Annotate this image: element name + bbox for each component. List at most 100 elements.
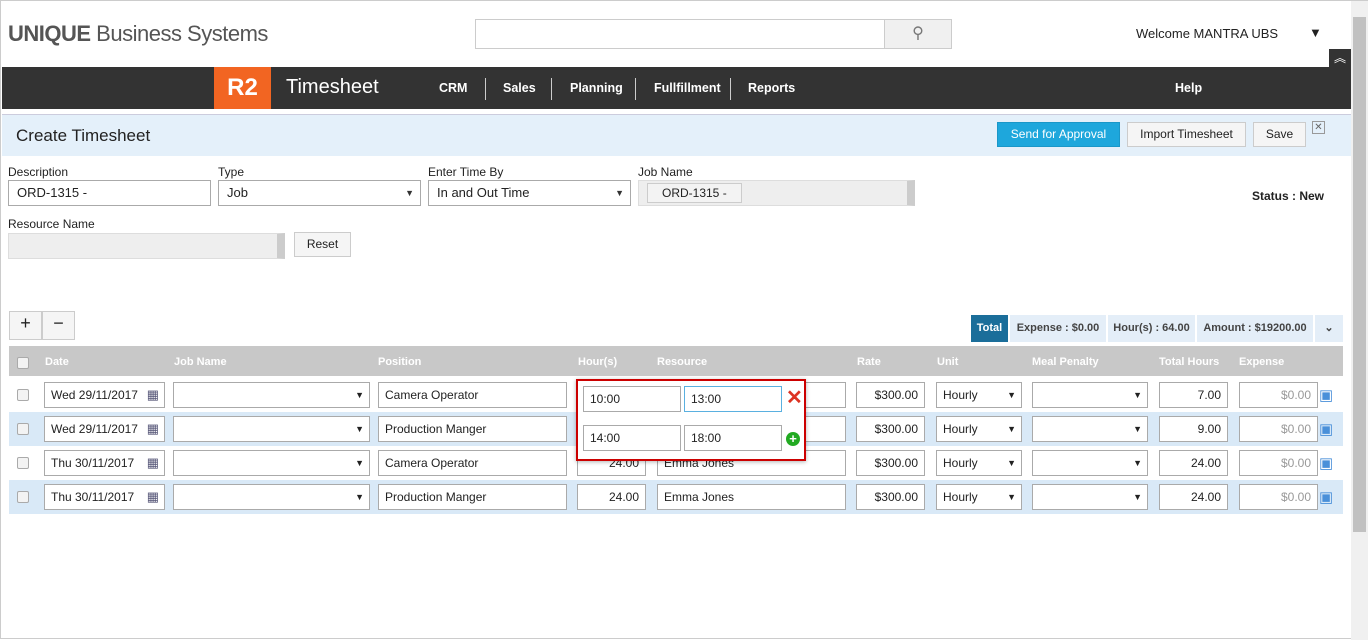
type-select[interactable]: Job (218, 180, 421, 206)
rate-input[interactable]: $300.00 (856, 484, 925, 510)
calendar-icon[interactable]: ▦ (146, 387, 159, 402)
comment-icon[interactable]: ▣ (1319, 421, 1334, 438)
total-hours-input[interactable]: 7.00 (1159, 382, 1228, 408)
description-input[interactable]: ORD-1315 - (8, 180, 211, 206)
resource-input[interactable]: Emma Jones (657, 484, 846, 510)
nav-help[interactable]: Help (1175, 81, 1203, 95)
total-hours-input-value: 7.00 (1197, 388, 1221, 402)
collapse-header-icon[interactable]: ︽ (1329, 49, 1351, 67)
remove-row-button[interactable]: − (42, 311, 75, 340)
row-checkbox[interactable] (17, 423, 29, 435)
rate-input-value: $300.00 (874, 456, 918, 470)
calendar-icon[interactable]: ▦ (146, 455, 159, 470)
job-name-select[interactable]: ▼ (173, 382, 370, 408)
in-time-input-2[interactable]: 14:00 (583, 425, 681, 451)
job-name-select[interactable]: ▼ (173, 450, 370, 476)
remove-time-icon[interactable]: ✕ (786, 387, 803, 409)
unit-select[interactable]: Hourly ▼ (936, 484, 1022, 510)
nav-planning[interactable]: Planning (570, 81, 623, 95)
meal-penalty-select[interactable]: ▼ (1032, 382, 1148, 408)
out-time-input-2[interactable]: 18:00 (684, 425, 782, 451)
dropdown-arrow-icon: ▼ (355, 390, 364, 400)
row-checkbox[interactable] (17, 457, 29, 469)
hours-input[interactable]: 24.00 (577, 484, 646, 510)
user-menu-chevron-down-icon[interactable]: ▼ (1309, 25, 1322, 40)
select-all-checkbox[interactable] (17, 357, 29, 369)
job-name-field[interactable]: ORD-1315 - (638, 180, 915, 206)
meal-penalty-select[interactable]: ▼ (1032, 450, 1148, 476)
import-timesheet-button[interactable]: Import Timesheet (1127, 122, 1246, 147)
comment-icon[interactable]: ▣ (1319, 387, 1334, 404)
rate-input-value: $300.00 (874, 422, 918, 436)
position-input-value: Production Manger (385, 490, 487, 504)
date-input[interactable]: Wed 29/11/2017 ▦ (44, 416, 165, 442)
calendar-icon[interactable]: ▦ (146, 489, 159, 504)
logo-bold: UNIQUE (8, 21, 91, 46)
expense-input[interactable]: $0.00 (1239, 416, 1318, 442)
scrollbar-thumb[interactable] (1353, 17, 1366, 532)
unit-select[interactable]: Hourly ▼ (936, 382, 1022, 408)
position-input[interactable]: Camera Operator (378, 382, 567, 408)
add-row-button[interactable]: + (9, 311, 42, 340)
rate-input[interactable]: $300.00 (856, 382, 925, 408)
unit-select-value: Hourly (943, 388, 978, 402)
position-input[interactable]: Camera Operator (378, 450, 567, 476)
out-time-input-1[interactable]: 13:00 (684, 386, 782, 412)
search-button[interactable]: ⚲ (884, 19, 952, 49)
reset-button[interactable]: Reset (294, 232, 351, 257)
total-hours-input[interactable]: 9.00 (1159, 416, 1228, 442)
job-name-select[interactable]: ▼ (173, 484, 370, 510)
nav-fulfillment[interactable]: Fullfillment (654, 81, 721, 95)
meal-penalty-select[interactable]: ▼ (1032, 416, 1148, 442)
col-job-name: Job Name (174, 356, 227, 368)
dropdown-arrow-icon: ▼ (1133, 424, 1142, 434)
totals-expand-chevron-down-icon[interactable]: ⌄ (1315, 315, 1343, 342)
col-resource: Resource (657, 356, 708, 368)
dropdown-arrow-icon: ▼ (355, 424, 364, 434)
dropdown-arrow-icon: ▼ (1133, 390, 1142, 400)
total-hours-input[interactable]: 24.00 (1159, 484, 1228, 510)
expense-input-value: $0.00 (1280, 490, 1311, 504)
unit-select[interactable]: Hourly ▼ (936, 416, 1022, 442)
close-icon[interactable]: ✕ (1312, 121, 1325, 134)
row-checkbox[interactable] (17, 491, 29, 503)
nav-divider (485, 78, 486, 100)
meal-penalty-select[interactable]: ▼ (1032, 484, 1148, 510)
save-button[interactable]: Save (1253, 122, 1306, 147)
rate-input[interactable]: $300.00 (856, 416, 925, 442)
expense-input-value: $0.00 (1280, 388, 1311, 402)
total-hours-input[interactable]: 24.00 (1159, 450, 1228, 476)
search-input[interactable] (475, 19, 885, 49)
expense-input[interactable]: $0.00 (1239, 382, 1318, 408)
date-input[interactable]: Thu 30/11/2017 ▦ (44, 484, 165, 510)
job-name-select[interactable]: ▼ (173, 416, 370, 442)
nav-crm[interactable]: CRM (439, 81, 468, 95)
status-text: Status : New (1252, 189, 1325, 203)
rate-input[interactable]: $300.00 (856, 450, 925, 476)
nav-sales[interactable]: Sales (503, 81, 536, 95)
send-for-approval-button[interactable]: Send for Approval (997, 122, 1120, 147)
comment-icon[interactable]: ▣ (1319, 455, 1334, 472)
nav-divider (730, 78, 731, 100)
col-meal-penalty: Meal Penalty (1032, 356, 1099, 368)
position-input[interactable]: Production Manger (378, 416, 567, 442)
comment-icon[interactable]: ▣ (1319, 489, 1334, 506)
position-input[interactable]: Production Manger (378, 484, 567, 510)
enter-time-by-select[interactable]: In and Out Time (428, 180, 631, 206)
dropdown-arrow-icon: ▼ (355, 492, 364, 502)
position-input-value: Camera Operator (385, 388, 479, 402)
in-time-input-1[interactable]: 10:00 (583, 386, 681, 412)
date-input[interactable]: Thu 30/11/2017 ▦ (44, 450, 165, 476)
unit-select[interactable]: Hourly ▼ (936, 450, 1022, 476)
expense-input[interactable]: $0.00 (1239, 450, 1318, 476)
nav-reports[interactable]: Reports (748, 81, 796, 95)
resource-name-field[interactable] (8, 233, 285, 259)
date-input[interactable]: Wed 29/11/2017 ▦ (44, 382, 165, 408)
add-time-icon[interactable]: + (786, 432, 800, 446)
row-checkbox[interactable] (17, 389, 29, 401)
unit-select-value: Hourly (943, 490, 978, 504)
dropdown-arrow-icon: ▼ (1007, 424, 1016, 434)
total-expense: Expense : $0.00 (1010, 315, 1106, 342)
calendar-icon[interactable]: ▦ (146, 421, 159, 436)
expense-input[interactable]: $0.00 (1239, 484, 1318, 510)
